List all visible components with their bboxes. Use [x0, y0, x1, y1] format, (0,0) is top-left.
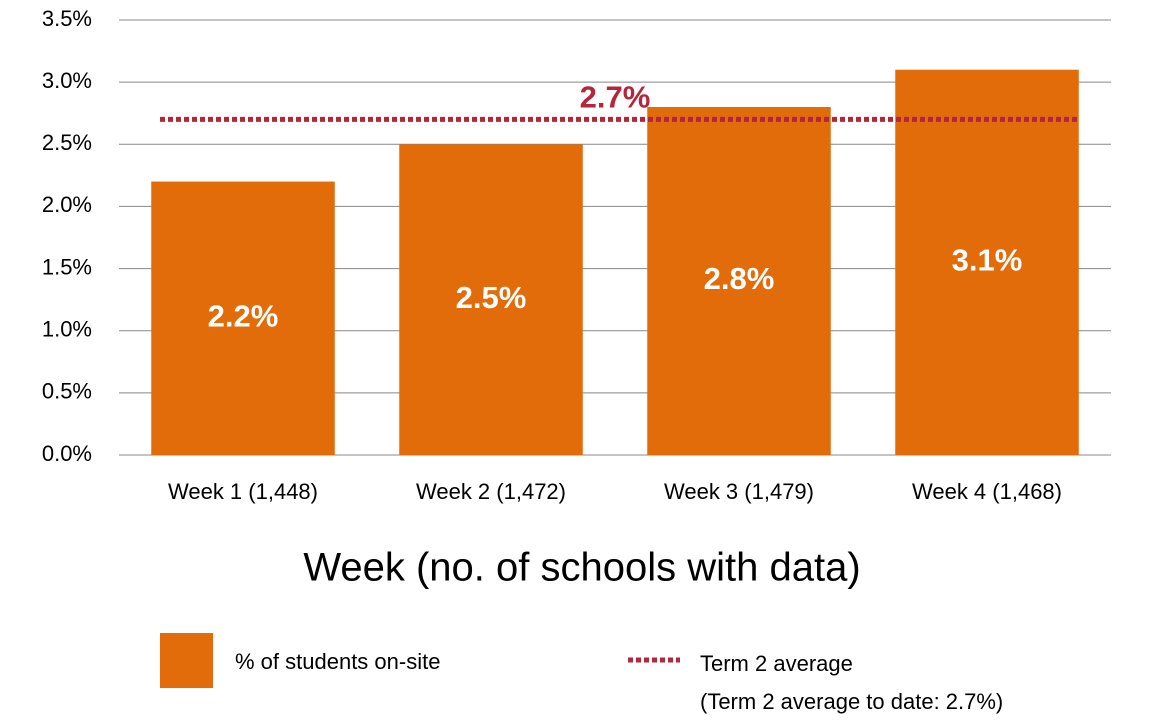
y-tick-label: 0.0%	[42, 441, 92, 466]
y-tick-label: 3.0%	[42, 68, 92, 93]
data-label: 2.5%	[456, 280, 527, 315]
x-tick-label: Week 2 (1,472)	[416, 479, 566, 504]
y-tick-label: 3.5%	[42, 6, 92, 31]
legend-label: Term 2 average	[700, 651, 853, 676]
reference-label: 2.7%	[580, 80, 651, 115]
legend-note: (Term 2 average to date: 2.7%)	[700, 689, 1003, 714]
x-axis-label: Week (no. of schools with data)	[303, 546, 860, 590]
legend-label: % of students on-site	[235, 649, 440, 674]
y-tick-label: 2.0%	[42, 192, 92, 217]
legend-swatch	[160, 633, 213, 688]
x-tick-label: Week 1 (1,448)	[168, 479, 318, 504]
x-tick-label: Week 3 (1,479)	[664, 479, 814, 504]
x-tick-label: Week 4 (1,468)	[912, 479, 1062, 504]
bar	[151, 181, 335, 456]
y-tick-label: 2.5%	[42, 130, 92, 155]
data-label: 2.2%	[208, 298, 279, 333]
bar	[399, 144, 583, 456]
y-tick-label: 1.5%	[42, 254, 92, 279]
y-tick-label: 1.0%	[42, 317, 92, 342]
bar	[647, 107, 831, 455]
data-label: 2.8%	[704, 261, 775, 296]
bar	[895, 69, 1079, 455]
y-tick-label: 0.5%	[42, 379, 92, 404]
data-label: 3.1%	[952, 243, 1023, 278]
